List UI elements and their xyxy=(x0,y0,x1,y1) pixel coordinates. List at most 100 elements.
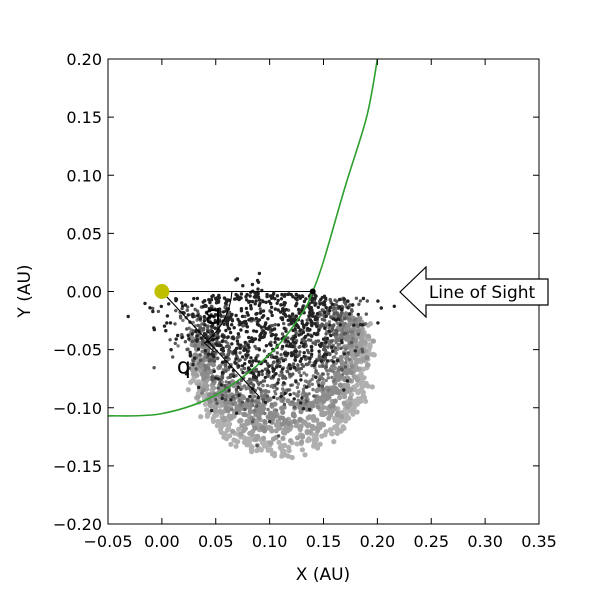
particle-point xyxy=(325,336,329,341)
particle-point xyxy=(291,319,295,323)
particle-point xyxy=(186,333,190,337)
particle-point xyxy=(286,336,290,340)
line-of-sight-arrow: Line of Sight xyxy=(399,265,549,319)
particle-point xyxy=(258,404,264,410)
particle-point xyxy=(334,351,338,355)
particle-point xyxy=(282,312,286,316)
y-tick-label: −0.20 xyxy=(53,515,102,534)
particle-point xyxy=(212,355,216,359)
particle-point xyxy=(364,355,370,361)
particle-point xyxy=(233,348,237,352)
x-tick-label: 0.25 xyxy=(413,532,449,551)
particle-point xyxy=(302,299,307,304)
particle-point xyxy=(283,391,287,396)
particle-point xyxy=(284,376,288,380)
particle-point xyxy=(297,294,301,298)
particle-point xyxy=(343,312,347,317)
particle-point xyxy=(277,444,283,450)
particle-point xyxy=(263,359,268,363)
particle-point xyxy=(275,408,279,412)
particle-point xyxy=(280,332,285,336)
particle-point xyxy=(248,294,252,298)
particle-point xyxy=(324,361,329,366)
particle-point xyxy=(303,335,307,340)
particle-point xyxy=(225,323,230,327)
particle-point xyxy=(257,382,261,386)
particle-point xyxy=(245,292,249,297)
particle-point xyxy=(300,362,304,367)
particle-point xyxy=(315,312,320,316)
particle-point xyxy=(214,333,219,338)
particle-point xyxy=(290,351,294,355)
particle-point xyxy=(335,412,341,418)
particle-point xyxy=(216,300,221,304)
particle-point xyxy=(237,364,241,368)
particle-point xyxy=(348,369,354,376)
particle-point xyxy=(310,320,314,325)
particle-point xyxy=(345,299,350,303)
particle-point xyxy=(215,418,221,424)
particle-point xyxy=(252,295,257,299)
particle-point xyxy=(249,363,254,368)
particle-point xyxy=(296,363,300,367)
particle-point xyxy=(209,298,214,302)
particle-point xyxy=(247,318,251,322)
particle-point xyxy=(337,382,343,388)
particle-point xyxy=(277,415,284,421)
particle-point xyxy=(317,378,322,382)
particle-point xyxy=(302,342,306,347)
particle-point xyxy=(210,294,214,299)
particle-point xyxy=(272,327,277,331)
particle-point xyxy=(321,301,325,305)
particle-point xyxy=(165,314,170,318)
particle-point xyxy=(350,348,356,354)
perihelion-point xyxy=(309,288,316,295)
particle-point xyxy=(275,337,280,341)
particle-point xyxy=(257,370,261,374)
particle-point xyxy=(346,351,350,355)
particle-point xyxy=(207,366,211,370)
particle-point xyxy=(162,324,167,328)
particle-point xyxy=(290,400,294,404)
particle-point xyxy=(297,307,301,312)
particle-point xyxy=(194,343,198,347)
particle-point xyxy=(313,302,317,306)
particle-point xyxy=(169,348,173,352)
particle-point xyxy=(191,312,195,316)
particle-point xyxy=(239,309,244,313)
particle-point xyxy=(342,352,346,356)
orbit-curve xyxy=(108,59,379,417)
particle-point xyxy=(244,353,248,357)
particle-point xyxy=(257,298,262,302)
particle-point xyxy=(356,366,362,372)
particle-point xyxy=(253,409,257,413)
particle-point xyxy=(254,312,258,316)
orbit-geometry: ϖq xyxy=(154,284,316,397)
particle-point xyxy=(297,426,303,433)
particle-point xyxy=(194,367,198,371)
particle-point xyxy=(376,321,380,325)
particle-point xyxy=(275,301,279,305)
particle-point xyxy=(193,307,197,312)
particle-point xyxy=(271,374,275,378)
particle-point xyxy=(273,297,277,301)
particle-point xyxy=(314,294,318,298)
particle-point xyxy=(246,313,250,317)
particle-point xyxy=(187,337,191,341)
particle-point xyxy=(273,340,277,344)
particle-point xyxy=(282,442,288,448)
particle-point xyxy=(222,334,226,339)
particle-point xyxy=(251,375,256,379)
particle-point xyxy=(203,348,208,353)
y-tick-label: −0.15 xyxy=(53,457,102,476)
particle-point xyxy=(233,361,237,365)
particle-point xyxy=(217,293,221,298)
particle-point xyxy=(227,380,231,385)
particle-point xyxy=(356,332,361,336)
particle-point xyxy=(192,296,196,301)
particle-point xyxy=(286,318,290,322)
particle-point xyxy=(264,344,269,348)
particle-point xyxy=(279,297,284,301)
particle-point xyxy=(301,419,307,425)
particle-point xyxy=(303,339,308,344)
